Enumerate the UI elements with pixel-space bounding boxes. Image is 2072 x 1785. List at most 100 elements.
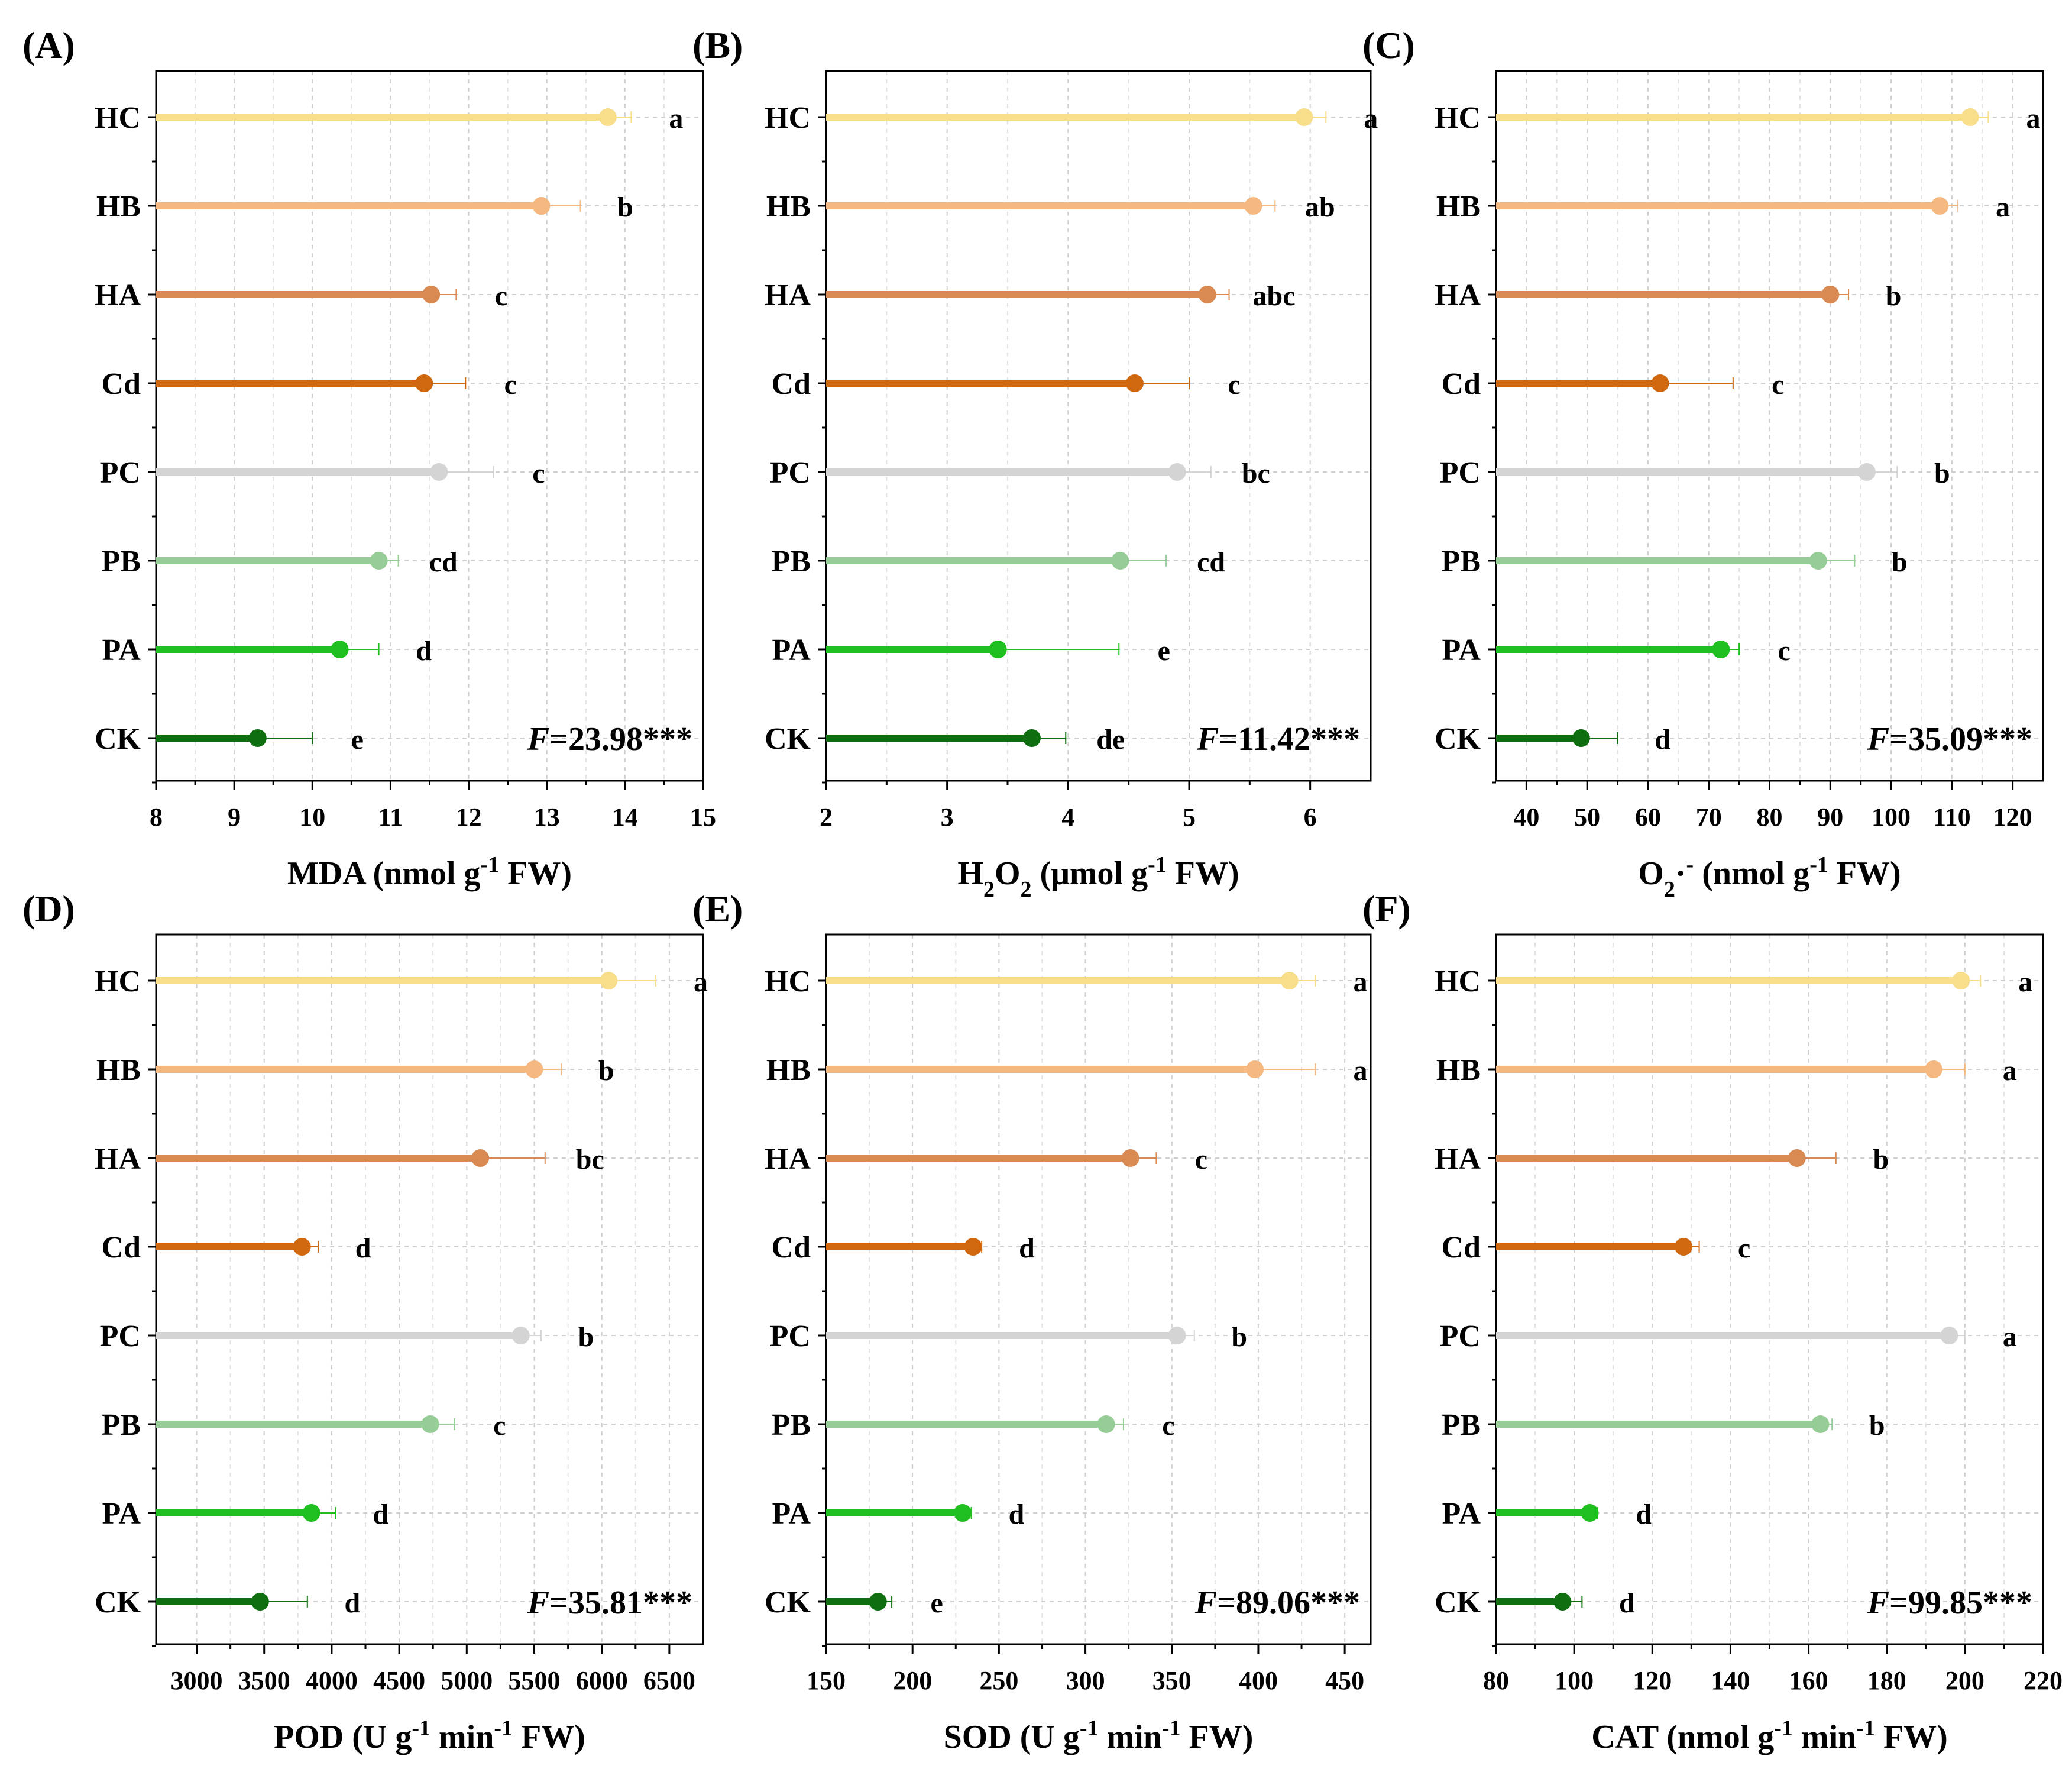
lollipop-dot-pa [1581, 1504, 1599, 1522]
category-label-cd: Cd [102, 1231, 141, 1265]
x-axis-title-part: -1 [1080, 1716, 1099, 1741]
lollipop-dot-hc [600, 972, 618, 989]
x-axis-title-part: -1 [412, 1716, 430, 1741]
significance-letter: b [1934, 458, 1950, 489]
x-axis-title-part: O [995, 855, 1021, 892]
lollipop-dot-pc [1168, 1327, 1186, 1344]
x-tick-label: 120 [1633, 1666, 1672, 1695]
category-label-ha: HA [95, 279, 141, 312]
lollipop-dot-cd [964, 1238, 982, 1256]
significance-letter: b [1231, 1321, 1247, 1353]
category-label-ck: CK [765, 722, 811, 756]
x-axis-title: POD (U g-1 min-1 FW) [274, 1716, 585, 1755]
x-axis-title-part: -1 [1856, 1716, 1875, 1741]
f-statistic-value: =35.09*** [1889, 721, 2032, 758]
lollipop-dot-ha [471, 1149, 490, 1167]
lollipop-dot-pc [430, 463, 448, 481]
category-label-cd: Cd [102, 367, 141, 401]
plot-frame [1495, 70, 2044, 782]
category-label-ck: CK [765, 1586, 811, 1619]
lollipop-dot-ck [1022, 729, 1041, 747]
category-label-ha: HA [765, 279, 811, 312]
lollipop-dot-ha [422, 286, 441, 303]
x-tick-label: 3500 [238, 1666, 290, 1695]
x-axis-title: SOD (U g-1 min-1 FW) [944, 1716, 1254, 1755]
significance-letter: e [930, 1587, 943, 1619]
lollipop-dot-pc [1940, 1327, 1958, 1344]
category-label-ha: HA [95, 1142, 141, 1176]
category-label-pc: PC [100, 456, 141, 490]
category-label-hb: HB [1436, 190, 1481, 224]
x-tick-label: 9 [228, 803, 241, 832]
f-statistic-symbol: F [1196, 721, 1219, 758]
f-statistic-symbol: F [1867, 721, 1889, 758]
panel-label: (C) [1362, 24, 1415, 66]
significance-letter: d [1009, 1499, 1025, 1530]
x-tick-label: 450 [1325, 1666, 1364, 1695]
chart-panel-d: HC HB HA Cd PC PB PA CK 3000 3500 4000 4500 5000 5500… [22, 888, 708, 1755]
x-tick-label: 4500 [373, 1666, 425, 1695]
x-axis-title: O2·- (nmol g-1 FW) [1638, 852, 1901, 902]
significance-letter: a [2018, 966, 2032, 998]
x-tick-label: 160 [1789, 1666, 1828, 1695]
significance-letter: a [2003, 1321, 2017, 1353]
category-label-cd: Cd [772, 367, 811, 401]
x-tick-label: 4000 [306, 1666, 358, 1695]
significance-letter: abc [1253, 280, 1296, 312]
category-label-ck: CK [1435, 1586, 1481, 1619]
x-tick-label: 220 [2024, 1666, 2063, 1695]
f-statistic-value: =23.98*** [549, 721, 692, 758]
x-tick-label: 110 [1933, 803, 1971, 832]
x-tick-label: 6 [1304, 803, 1317, 832]
significance-letter: a [1364, 103, 1378, 134]
significance-letter: de [1096, 724, 1125, 755]
lollipop-dot-pb [1111, 552, 1129, 570]
x-axis-title-part: FW) [1828, 855, 1901, 892]
significance-letter: b [598, 1055, 614, 1086]
significance-letter: d [416, 635, 432, 667]
x-axis-title-part: SOD (U g [944, 1719, 1080, 1755]
x-axis-title-part: 2 [1664, 877, 1675, 902]
x-tick-label: 50 [1574, 803, 1600, 832]
x-axis-title-part: -1 [1148, 852, 1167, 877]
f-statistic: F=99.85*** [1867, 1584, 2032, 1621]
x-tick-label: 80 [1757, 803, 1783, 832]
f-statistic-value: =99.85*** [1889, 1584, 2032, 1621]
significance-letter: a [2003, 1055, 2017, 1086]
x-tick-label: 5000 [441, 1666, 493, 1695]
category-label-ck: CK [95, 722, 141, 756]
f-statistic: F=89.06*** [1194, 1584, 1360, 1621]
significance-letter: d [1655, 724, 1670, 755]
x-tick-label: 300 [1066, 1666, 1105, 1695]
lollipop-dot-pa [989, 641, 1007, 658]
x-tick-label: 10 [299, 803, 325, 832]
x-tick-label: 3000 [171, 1666, 223, 1695]
lollipop-dot-ha [1821, 286, 1840, 303]
x-axis-title-part: O [1638, 855, 1664, 892]
category-label-hb: HB [96, 190, 141, 224]
lollipop-dot-ha [1788, 1149, 1806, 1167]
x-tick-label: 200 [893, 1666, 932, 1695]
f-statistic-symbol: F [527, 1584, 549, 1621]
category-label-pa: PA [102, 1497, 141, 1531]
category-label-pc: PC [770, 1320, 811, 1353]
category-label-pa: PA [772, 633, 811, 667]
x-tick-label: 15 [690, 803, 716, 832]
significance-letter: a [1353, 1055, 1367, 1086]
significance-letter: a [1996, 192, 2010, 223]
category-label-pc: PC [1440, 456, 1481, 490]
significance-letter: c [504, 369, 517, 400]
lollipop-dot-pb [370, 552, 388, 570]
lollipop-dot-hb [1925, 1060, 1942, 1078]
significance-letter: b [617, 192, 633, 223]
x-axis-title-part: (nmol g [1694, 855, 1809, 892]
x-axis-title-part: -1 [1809, 852, 1828, 877]
f-statistic: F=35.81*** [527, 1584, 692, 1621]
category-label-pa: PA [772, 1497, 811, 1531]
lollipop-dot-pb [1811, 1415, 1830, 1433]
x-axis-title-part: FW) [1181, 1719, 1254, 1755]
x-tick-label: 250 [979, 1666, 1018, 1695]
lollipop-dot-hc [1952, 972, 1970, 989]
significance-letter: d [1619, 1587, 1635, 1619]
significance-letter: bc [1242, 458, 1270, 489]
